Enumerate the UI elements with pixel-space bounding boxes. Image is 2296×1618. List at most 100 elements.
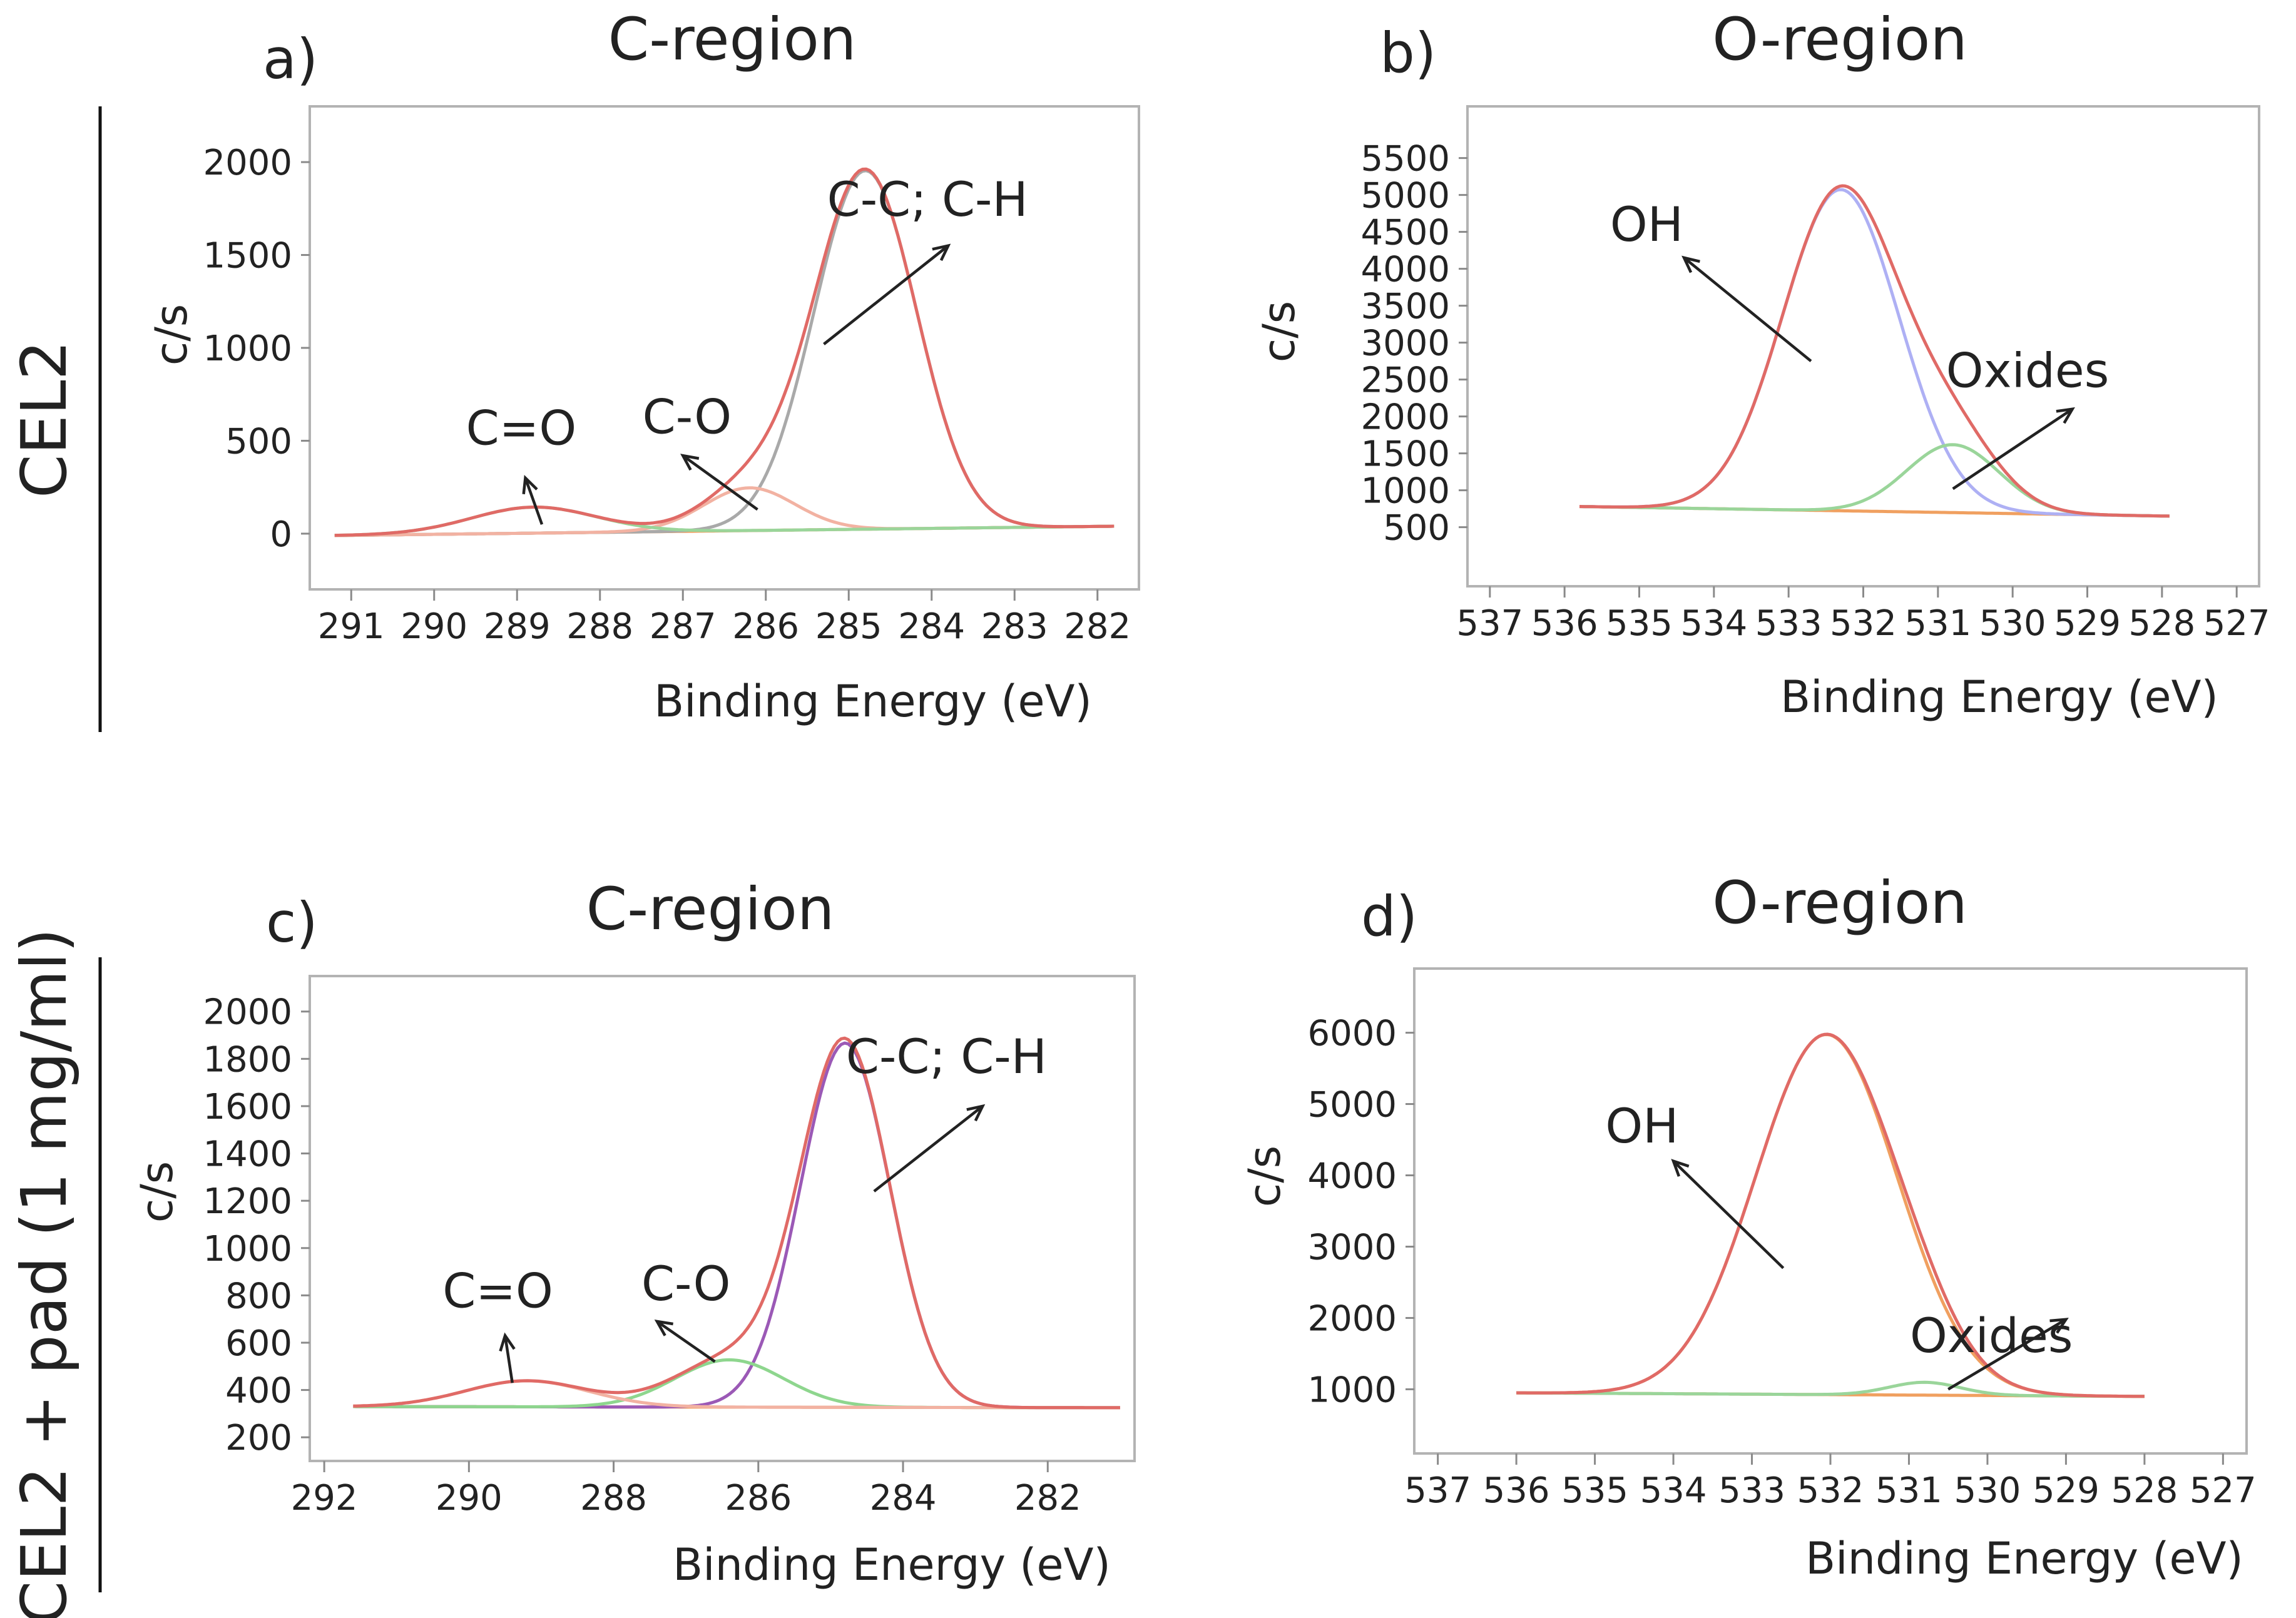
y-tick-label: 3000 bbox=[1307, 1227, 1397, 1268]
x-tick-label: 288 bbox=[580, 1478, 647, 1519]
annotation-arrow bbox=[681, 454, 758, 511]
annotation-arrow bbox=[524, 477, 544, 525]
y-tick-label: 1500 bbox=[203, 236, 292, 277]
y-tick-label: 5500 bbox=[1360, 139, 1450, 180]
curves bbox=[1579, 184, 2170, 518]
row-label-pad-group: CEL2 + pad (1 mg/ml) bbox=[8, 929, 102, 1618]
x-tick-label: 283 bbox=[981, 606, 1048, 647]
y-tick-label: 1400 bbox=[203, 1134, 292, 1175]
annotation-arrowhead bbox=[654, 1319, 673, 1336]
x-tick-label: 286 bbox=[732, 606, 799, 647]
peak-label: C-O bbox=[641, 1256, 730, 1311]
curves bbox=[334, 167, 1115, 537]
x-tick-label: 289 bbox=[484, 606, 551, 647]
row-label-cel2: CEL2 bbox=[8, 340, 81, 498]
panel-c: c) C-region 292 290 288 286 284 282 200 400 600… bbox=[131, 875, 1136, 1590]
peak-label: Oxides bbox=[1910, 1308, 2073, 1363]
y-tick-label: 1000 bbox=[203, 328, 292, 369]
annotations: C-C; C-H C-O C=O bbox=[466, 171, 1028, 525]
x-tick-label: 537 bbox=[1456, 603, 1523, 644]
y-tick-label: 1500 bbox=[1360, 434, 1450, 475]
y-tick-label: 2000 bbox=[1307, 1298, 1397, 1339]
curves bbox=[1516, 1032, 2145, 1398]
x-tick-label: 535 bbox=[1561, 1470, 1628, 1511]
x-tick-label: 288 bbox=[566, 606, 633, 647]
panel-d: d) O-region 537 536 535 534 533 532 531 530 529 5… bbox=[1239, 869, 2257, 1584]
y-tick-label: 3000 bbox=[1360, 323, 1450, 364]
envelope-curve bbox=[1516, 1032, 2145, 1398]
annotation-arrow bbox=[1947, 1318, 2067, 1391]
x-axis-ticks: 537 536 535 534 533 532 531 530 529 528 527 bbox=[1456, 586, 2270, 644]
y-tick-label: 1800 bbox=[203, 1039, 292, 1080]
y-tick-label: 2000 bbox=[203, 992, 292, 1033]
y-tick-label: 600 bbox=[225, 1323, 292, 1364]
y-axis-ticks: 1000 2000 3000 4000 5000 6000 bbox=[1307, 1014, 1414, 1410]
annotation-arrowhead bbox=[2056, 407, 2075, 424]
x-tick-label: 533 bbox=[1755, 603, 1822, 644]
x-axis-ticks: 291 290 289 288 287 286 285 284 283 282 bbox=[318, 589, 1131, 647]
peak-label: OH bbox=[1610, 196, 1683, 252]
y-tick-label: 200 bbox=[225, 1418, 292, 1458]
y-tick-label: 2000 bbox=[1360, 397, 1450, 438]
plot-frame bbox=[309, 975, 1136, 1462]
peak-label: Oxides bbox=[1946, 342, 2110, 398]
x-tick-label: 537 bbox=[1404, 1470, 1471, 1511]
panel-b: b) O-region 537 536 535 534 533 532 531 530 529 5… bbox=[1253, 6, 2270, 723]
annotation-arrowhead bbox=[1671, 1159, 1690, 1177]
y-tick-label: 1000 bbox=[203, 1229, 292, 1269]
panel-title: O-region bbox=[1712, 6, 1967, 74]
panel-title: O-region bbox=[1712, 869, 1967, 937]
component-curve bbox=[1516, 1380, 2145, 1398]
x-tick-label: 287 bbox=[650, 606, 717, 647]
annotation-arrowhead bbox=[2049, 1318, 2069, 1334]
x-tick-label: 529 bbox=[2033, 1470, 2100, 1511]
panel-a: a) C-region 291 290 289 288 287 286 285 284 283 2… bbox=[146, 6, 1140, 727]
panel-letter: b) bbox=[1380, 21, 1436, 85]
panel-letter: a) bbox=[263, 27, 318, 91]
annotation-arrowhead bbox=[680, 454, 700, 471]
curves bbox=[353, 1036, 1120, 1410]
row-label-cel2-group: CEL2 bbox=[8, 106, 102, 732]
x-tick-label: 532 bbox=[1830, 603, 1897, 644]
y-axis-label: c/s bbox=[1239, 1146, 1290, 1208]
annotations: OH Oxides bbox=[1605, 1098, 2073, 1391]
annotation-arrowhead bbox=[1681, 255, 1700, 273]
y-tick-label: 6000 bbox=[1307, 1014, 1397, 1054]
x-axis-label: Binding Energy (eV) bbox=[1805, 1533, 2243, 1584]
y-tick-label: 800 bbox=[225, 1276, 292, 1316]
x-tick-label: 528 bbox=[2111, 1470, 2178, 1511]
annotation-arrow bbox=[823, 244, 949, 345]
y-tick-label: 1200 bbox=[203, 1181, 292, 1222]
x-tick-label: 284 bbox=[898, 606, 965, 647]
x-tick-label: 532 bbox=[1797, 1470, 1864, 1511]
panel-letter: c) bbox=[266, 890, 318, 955]
x-axis-label: Binding Energy (eV) bbox=[1780, 671, 2218, 723]
y-tick-label: 0 bbox=[270, 514, 292, 555]
y-tick-label: 1000 bbox=[1307, 1370, 1397, 1410]
envelope-curve bbox=[353, 1036, 1120, 1410]
x-tick-label: 531 bbox=[1904, 603, 1971, 644]
y-tick-label: 1000 bbox=[1360, 471, 1450, 512]
annotations: C-C; C-H C-O C=O bbox=[442, 1029, 1047, 1383]
x-tick-label: 286 bbox=[725, 1478, 792, 1519]
x-axis-ticks: 537 536 535 534 533 532 531 530 529 528 527 bbox=[1404, 1453, 2257, 1511]
x-tick-label: 291 bbox=[318, 606, 385, 647]
y-tick-label: 2000 bbox=[203, 143, 292, 183]
x-axis-ticks: 292 290 288 286 284 282 bbox=[291, 1461, 1081, 1519]
peak-label: C=O bbox=[466, 400, 577, 455]
peak-label: C-C; C-H bbox=[846, 1029, 1047, 1084]
x-tick-label: 528 bbox=[2128, 603, 2195, 644]
y-tick-label: 3500 bbox=[1360, 287, 1450, 327]
x-tick-label: 290 bbox=[401, 606, 467, 647]
y-axis-label: c/s bbox=[1253, 301, 1305, 363]
annotation-arrowhead bbox=[522, 474, 538, 494]
y-axis-label: c/s bbox=[146, 304, 197, 366]
panel-letter: d) bbox=[1361, 884, 1417, 949]
y-tick-label: 4000 bbox=[1307, 1156, 1397, 1197]
peak-label: OH bbox=[1605, 1098, 1678, 1154]
y-tick-label: 500 bbox=[225, 421, 292, 462]
annotation-arrow bbox=[656, 1320, 716, 1363]
y-tick-label: 1600 bbox=[203, 1087, 292, 1127]
annotation-arrowhead bbox=[966, 1104, 986, 1122]
x-tick-label: 535 bbox=[1606, 603, 1673, 644]
